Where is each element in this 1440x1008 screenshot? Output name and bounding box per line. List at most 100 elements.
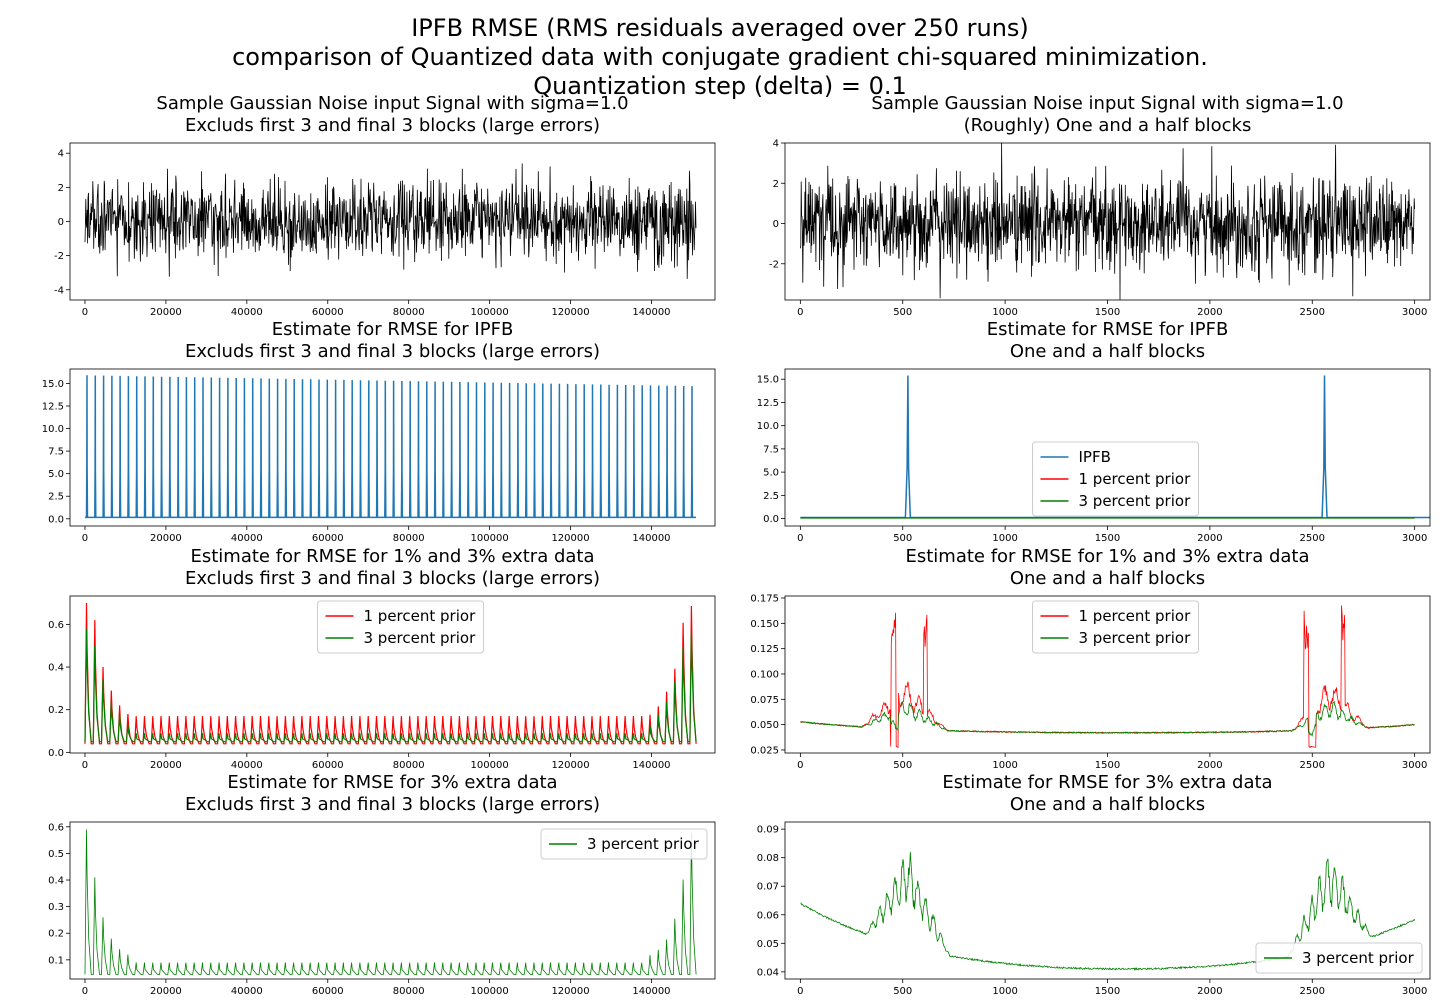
y-tick-label: 0.3 (48, 902, 64, 913)
legend-frame (1255, 942, 1423, 974)
y-tick-label: 0.075 (750, 695, 779, 706)
subplot-title-line: One and a half blocks (1010, 568, 1205, 589)
x-tick-label: 60000 (312, 986, 344, 997)
legend-label: 3 percent prior (587, 835, 700, 853)
y-tick-label: 0.04 (757, 967, 779, 978)
x-tick-label: 100000 (471, 533, 509, 544)
subplot-title-line: Estimate for RMSE for IPFB (987, 319, 1229, 340)
y-tick-label: 7.5 (763, 444, 779, 455)
x-tick-label: 0 (82, 986, 88, 997)
x-tick-label: 140000 (632, 986, 670, 997)
y-tick-label: 0.2 (48, 929, 64, 940)
x-tick-label: 1500 (1095, 307, 1120, 318)
axes-frame (69, 821, 716, 980)
series-line-signal (800, 143, 1415, 300)
y-tick-label: 12.5 (757, 398, 779, 409)
legend: 3 percent prior (1255, 942, 1423, 974)
legend-label: 1 percent prior (1079, 607, 1192, 625)
legend-label: 1 percent prior (1079, 470, 1192, 488)
legend-label: 3 percent prior (1079, 492, 1192, 510)
x-tick-label: 0 (82, 760, 88, 771)
subplot-title-line: Sample Gaussian Noise input Signal with … (156, 93, 628, 114)
x-tick-label: 20000 (150, 986, 182, 997)
x-tick-label: 500 (893, 760, 912, 771)
subplot-p6: Estimate for RMSE for 1% and 3% extra da… (750, 546, 1431, 771)
x-tick-label: 100000 (471, 986, 509, 997)
legend-label: 3 percent prior (1079, 629, 1192, 647)
y-tick-label: 0.0 (763, 514, 779, 525)
x-tick-label: 140000 (632, 760, 670, 771)
legend-frame (1032, 441, 1199, 517)
subplot-title-line: Estimate for RMSE for 1% and 3% extra da… (905, 546, 1309, 567)
series-line-one_percent (84, 602, 697, 745)
suptitle-line-3: Quantization step (delta) = 0.1 (533, 72, 907, 100)
y-tick-label: 5.0 (763, 468, 779, 479)
y-tick-label: 12.5 (42, 401, 64, 412)
x-tick-label: 1500 (1095, 986, 1120, 997)
subplot-title-line: Excluds first 3 and final 3 blocks (larg… (185, 794, 600, 815)
x-tick-label: 2000 (1197, 307, 1222, 318)
legend-label: IPFB (1079, 448, 1111, 466)
series-line-ipfb (85, 375, 696, 519)
legend-label: 3 percent prior (1302, 949, 1415, 967)
x-tick-label: 2000 (1197, 760, 1222, 771)
subplot-title-line: Estimate for RMSE for 1% and 3% extra da… (190, 546, 594, 567)
x-tick-label: 500 (893, 533, 912, 544)
y-tick-label: 0.06 (757, 910, 779, 921)
subplot-title-line: Estimate for RMSE for 3% extra data (942, 772, 1272, 793)
axes-frame (69, 595, 716, 754)
y-tick-label: 10.0 (757, 421, 779, 432)
y-tick-label: 4 (773, 139, 779, 150)
x-tick-label: 3000 (1402, 760, 1427, 771)
subplot-title-line: Estimate for RMSE for IPFB (272, 319, 514, 340)
y-tick-label: 0.5 (48, 849, 64, 860)
x-tick-label: 20000 (150, 307, 182, 318)
x-tick-label: 3000 (1402, 533, 1427, 544)
y-tick-label: 0 (773, 219, 779, 230)
y-tick-label: 0.09 (757, 825, 779, 836)
legend: 1 percent prior 3 percent prior (1032, 600, 1199, 654)
y-tick-label: 0.08 (757, 853, 779, 864)
legend-frame (1032, 600, 1199, 654)
y-tick-label: 15.0 (757, 375, 779, 386)
subplot-title-line: Excluds first 3 and final 3 blocks (larg… (185, 341, 600, 362)
x-tick-label: 80000 (393, 533, 425, 544)
x-tick-label: 2000 (1197, 986, 1222, 997)
y-tick-label: 0.6 (48, 620, 64, 631)
y-tick-label: 0.4 (48, 663, 64, 674)
x-tick-label: 80000 (393, 307, 425, 318)
x-tick-label: 0 (797, 986, 803, 997)
x-tick-label: 3000 (1402, 307, 1427, 318)
y-tick-label: 0.150 (750, 619, 779, 630)
y-tick-label: 2 (773, 179, 779, 190)
suptitle-line-2: comparison of Quantized data with conjug… (232, 43, 1208, 71)
series-line-signal (84, 163, 697, 279)
subplot-title-line: Excluds first 3 and final 3 blocks (larg… (185, 568, 600, 589)
x-tick-label: 2500 (1300, 760, 1325, 771)
y-tick-label: 0.07 (757, 882, 779, 893)
x-tick-label: 80000 (393, 760, 425, 771)
x-tick-label: 0 (82, 533, 88, 544)
y-tick-label: 15.0 (42, 379, 64, 390)
axes-frame (784, 142, 1431, 301)
x-tick-label: 1000 (992, 760, 1017, 771)
x-tick-label: 20000 (150, 533, 182, 544)
x-tick-label: 40000 (231, 986, 263, 997)
y-tick-label: 10.0 (42, 424, 64, 435)
x-tick-label: 120000 (551, 760, 589, 771)
legend-frame (540, 828, 708, 860)
y-tick-label: 0.050 (750, 720, 779, 731)
series-line-three_percent (84, 628, 697, 743)
x-tick-label: 140000 (632, 307, 670, 318)
x-tick-label: 1500 (1095, 533, 1120, 544)
y-tick-label: 0.0 (48, 514, 64, 525)
y-tick-label: 0.4 (48, 876, 64, 887)
x-tick-label: 0 (797, 760, 803, 771)
subplot-title-line: Sample Gaussian Noise input Signal with … (871, 93, 1343, 114)
x-tick-label: 2500 (1300, 986, 1325, 997)
x-tick-label: 0 (82, 307, 88, 318)
legend-label: 1 percent prior (364, 607, 477, 625)
x-tick-label: 120000 (551, 307, 589, 318)
